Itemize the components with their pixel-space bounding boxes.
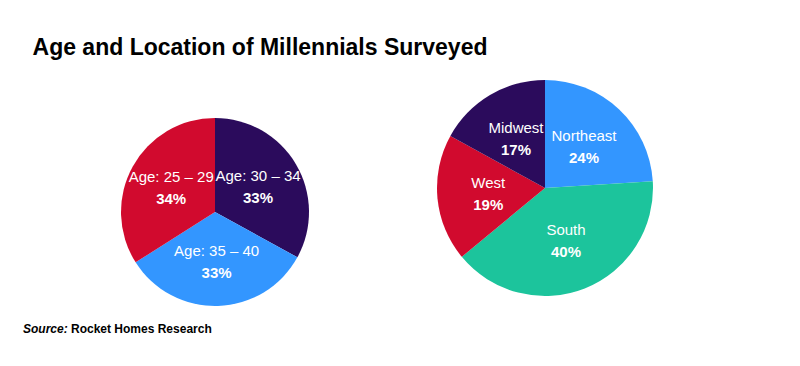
svg-text:Age: 35 – 40: Age: 35 – 40 [174, 242, 259, 259]
svg-text:40%: 40% [551, 243, 581, 260]
svg-text:Age and Location of Millennial: Age and Location of Millennials Surveyed [33, 34, 488, 60]
svg-text:Age: 25 – 29: Age: 25 – 29 [129, 168, 214, 185]
svg-text:West: West [471, 174, 506, 191]
svg-text:17%: 17% [501, 141, 531, 158]
svg-text:34%: 34% [156, 190, 186, 207]
svg-text:Age: 30 – 34: Age: 30 – 34 [215, 167, 300, 184]
svg-text:19%: 19% [473, 196, 503, 213]
svg-text:Rocket Homes Research: Rocket Homes Research [71, 322, 212, 336]
svg-text:24%: 24% [569, 149, 599, 166]
svg-text:Midwest: Midwest [488, 119, 544, 136]
svg-text:Northeast: Northeast [551, 127, 617, 144]
svg-text:Source:: Source: [23, 322, 68, 336]
svg-text:33%: 33% [243, 189, 273, 206]
svg-text:33%: 33% [202, 264, 232, 281]
svg-text:South: South [546, 221, 585, 238]
